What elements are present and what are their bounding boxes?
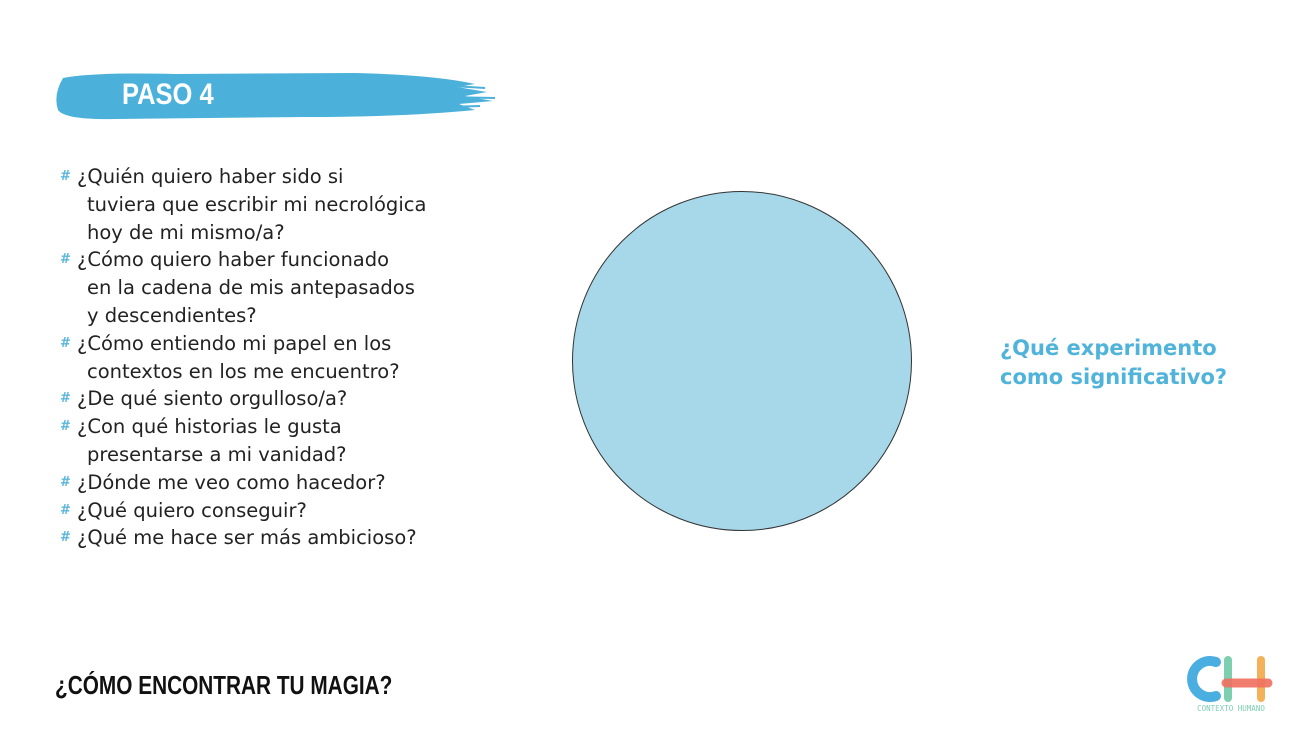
question-item: # ¿Con qué historias le gusta presentarse …: [60, 413, 426, 469]
question-item: # ¿Cómo quiero haber funcionado en la cade…: [60, 246, 426, 329]
question-item: # ¿Quién quiero haber sido si tuviera que …: [60, 163, 426, 246]
footer-title: ¿CÓMO ENCONTRAR TU MAGIA?: [55, 670, 393, 700]
step-title: PASO 4: [122, 78, 214, 111]
circle-question-line: ¿Qué experimento: [1000, 336, 1217, 360]
question-line: ¿Cómo quiero haber funcionado: [77, 248, 390, 272]
circle-question-line: como significativo?: [1000, 365, 1228, 389]
hash-icon: #: [60, 169, 71, 184]
hash-icon: #: [60, 502, 71, 518]
hash-icon: #: [60, 530, 71, 546]
question-line: ¿Qué quiero conseguir?: [77, 498, 307, 522]
hash-icon: #: [60, 391, 71, 407]
question-line: ¿Quién quiero haber sido si: [77, 165, 344, 188]
circle-question: ¿Qué experimento como significativo?: [1000, 334, 1227, 392]
question-item: # ¿De qué siento orgulloso/a?: [60, 385, 426, 413]
hash-icon: #: [60, 419, 71, 435]
question-item: # ¿Qué me hace ser más ambicioso?: [60, 524, 426, 552]
hash-icon: #: [60, 474, 71, 490]
question-line: presentarse a mi vanidad?: [87, 442, 347, 466]
question-line: ¿De qué siento orgulloso/a?: [77, 387, 348, 411]
question-item: # ¿Qué quiero conseguir?: [60, 497, 426, 525]
contexto-humano-logo: CONTEXTO HUMANO: [1187, 656, 1273, 713]
question-line: en la cadena de mis antepasados: [87, 276, 415, 300]
hash-icon: #: [60, 252, 71, 268]
question-item: # ¿Dónde me veo como hacedor?: [60, 469, 426, 497]
question-line: ¿Dónde me veo como hacedor?: [77, 470, 386, 494]
question-line: contextos en los me encuentro?: [87, 359, 400, 383]
question-line: ¿Qué me hace ser más ambicioso?: [77, 526, 417, 550]
question-list: # ¿Quién quiero haber sido si tuviera que …: [60, 163, 426, 552]
question-line: ¿Con qué historias le gusta: [77, 415, 342, 439]
question-line: y descendientes?: [87, 303, 257, 327]
question-line: ¿Cómo entiendo mi papel en los: [77, 331, 392, 355]
svg-text:CONTEXTO HUMANO: CONTEXTO HUMANO: [1197, 704, 1265, 713]
circle-shape: [572, 191, 912, 531]
hash-icon: #: [60, 335, 71, 351]
question-item: # ¿Cómo entiendo mi papel en los contextos…: [60, 330, 426, 386]
question-line: hoy de mi mismo/a?: [87, 220, 285, 244]
brush-stroke-banner: [56, 73, 495, 120]
question-line: tuviera que escribir mi necrológica: [87, 192, 427, 216]
